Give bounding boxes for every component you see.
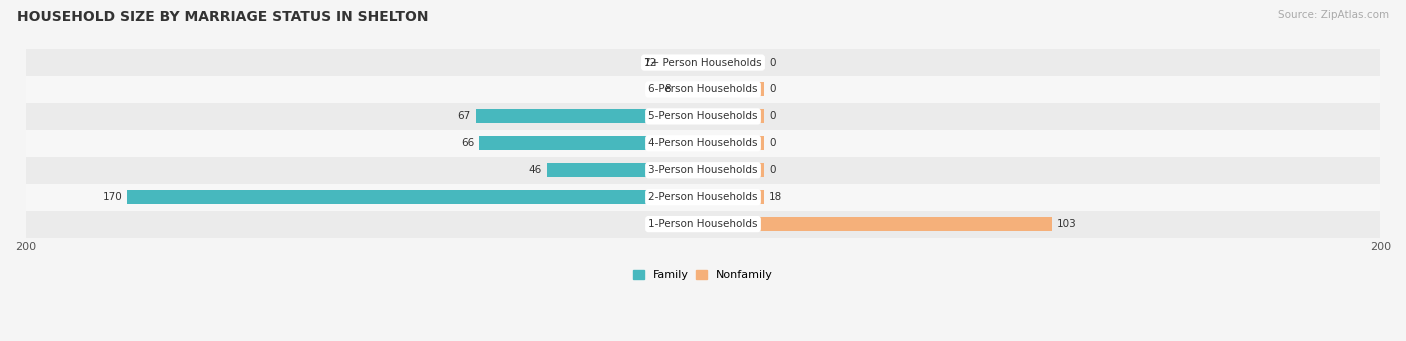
Bar xyxy=(703,109,763,123)
Bar xyxy=(703,163,763,177)
Bar xyxy=(477,109,703,123)
Text: 0: 0 xyxy=(769,58,776,68)
Legend: Family, Nonfamily: Family, Nonfamily xyxy=(628,265,778,285)
Text: 12: 12 xyxy=(644,58,657,68)
Text: 3-Person Households: 3-Person Households xyxy=(648,165,758,175)
Text: 0: 0 xyxy=(769,112,776,121)
Text: HOUSEHOLD SIZE BY MARRIAGE STATUS IN SHELTON: HOUSEHOLD SIZE BY MARRIAGE STATUS IN SHE… xyxy=(17,10,429,24)
Text: 8: 8 xyxy=(664,85,671,94)
Text: 18: 18 xyxy=(769,192,782,202)
Text: 0: 0 xyxy=(769,165,776,175)
Text: 0: 0 xyxy=(769,85,776,94)
Text: 2-Person Households: 2-Person Households xyxy=(648,192,758,202)
Bar xyxy=(662,56,703,70)
Text: 1-Person Households: 1-Person Households xyxy=(648,219,758,229)
Bar xyxy=(25,103,1381,130)
Text: 103: 103 xyxy=(1057,219,1077,229)
Bar xyxy=(676,83,703,97)
Text: 7+ Person Households: 7+ Person Households xyxy=(644,58,762,68)
Text: 170: 170 xyxy=(103,192,122,202)
Text: 66: 66 xyxy=(461,138,474,148)
Bar xyxy=(127,190,703,204)
Text: 4-Person Households: 4-Person Households xyxy=(648,138,758,148)
Bar xyxy=(703,217,1052,231)
Bar xyxy=(703,136,763,150)
Bar xyxy=(703,56,763,70)
Text: 5-Person Households: 5-Person Households xyxy=(648,112,758,121)
Text: 67: 67 xyxy=(458,112,471,121)
Bar xyxy=(25,184,1381,211)
Bar xyxy=(25,211,1381,238)
Text: 46: 46 xyxy=(529,165,543,175)
Bar xyxy=(703,83,763,97)
Bar xyxy=(25,49,1381,76)
Bar xyxy=(479,136,703,150)
Text: 0: 0 xyxy=(769,138,776,148)
Text: Source: ZipAtlas.com: Source: ZipAtlas.com xyxy=(1278,10,1389,20)
Bar xyxy=(25,130,1381,157)
Bar xyxy=(703,190,763,204)
Bar xyxy=(25,76,1381,103)
Text: 6-Person Households: 6-Person Households xyxy=(648,85,758,94)
Bar xyxy=(25,157,1381,184)
Bar xyxy=(547,163,703,177)
